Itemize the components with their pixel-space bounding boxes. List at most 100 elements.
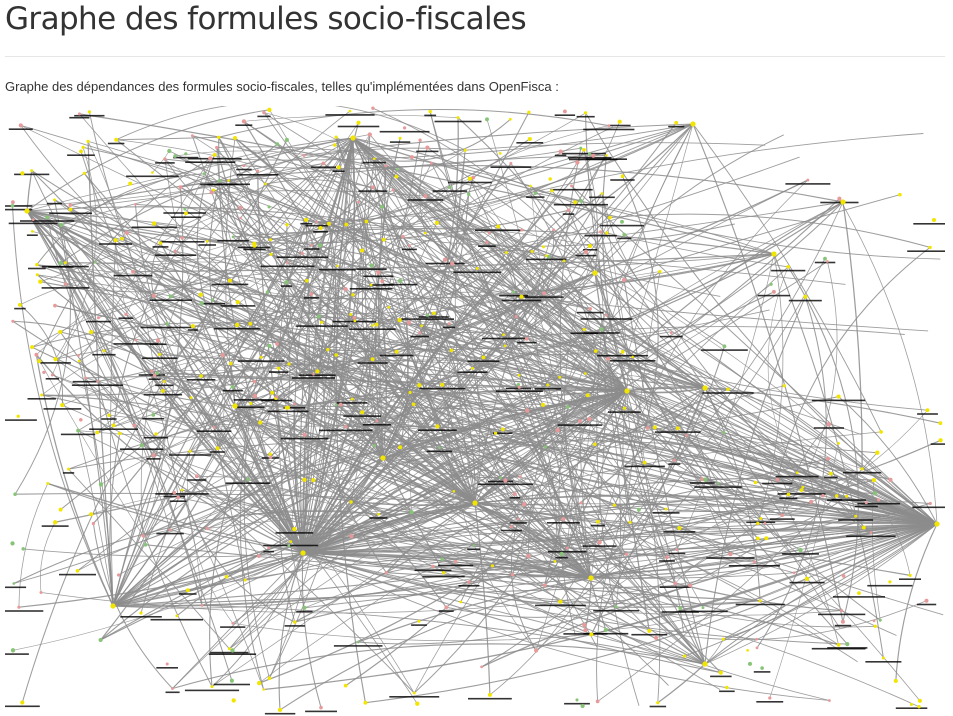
graph-node [42, 370, 46, 375]
node-label [562, 152, 606, 155]
node-label [210, 651, 249, 654]
graph-node [277, 707, 283, 713]
graph-node [837, 441, 840, 445]
node-label [846, 535, 896, 538]
graph-edge [100, 414, 438, 485]
graph-node [68, 203, 73, 207]
graph-node [141, 534, 145, 538]
graph-node [111, 423, 116, 428]
node-label [169, 454, 212, 456]
graph-edge [302, 550, 592, 579]
node-label [283, 407, 306, 409]
graph-edge [369, 134, 706, 389]
graph-node [285, 223, 289, 227]
node-label [62, 472, 75, 474]
node-label [71, 384, 124, 386]
node-label [757, 294, 791, 297]
node-label [126, 175, 179, 178]
graph-node [917, 698, 922, 703]
graph-node [658, 269, 662, 274]
graph-edge [125, 207, 241, 315]
graph-edge [571, 185, 802, 491]
graph-node [441, 571, 446, 575]
node-label [775, 475, 819, 478]
node-label [113, 343, 158, 345]
graph-edge [116, 136, 219, 141]
graph-node [857, 591, 861, 595]
node-label [200, 302, 225, 305]
graph-edge [605, 314, 881, 621]
graph-edge [270, 223, 337, 458]
node-label [155, 493, 209, 495]
graph-edge [500, 477, 600, 543]
graph-edge [399, 280, 409, 448]
node-label [86, 320, 111, 323]
graph-edge [474, 502, 938, 532]
graph-node [262, 688, 265, 691]
graph-node [452, 489, 456, 493]
node-label [276, 256, 329, 258]
graph-hub-node [934, 521, 940, 527]
node-label [362, 424, 391, 426]
node-label [654, 431, 701, 433]
node-label [899, 578, 921, 580]
graph-node [550, 189, 554, 193]
node-label [142, 417, 165, 420]
node-label [155, 162, 175, 164]
graph-node [888, 477, 893, 482]
graph-node [75, 568, 80, 573]
graph-edge [535, 123, 694, 651]
graph-edge [180, 177, 374, 188]
graph-edge [382, 234, 625, 459]
graph-node [188, 449, 192, 453]
graph-node [242, 164, 246, 168]
graph-node [612, 503, 616, 507]
graph-edge [626, 390, 938, 525]
graph-node [158, 352, 162, 356]
node-label [20, 220, 75, 222]
graph-node [132, 423, 137, 428]
node-label [458, 585, 480, 587]
graph-edge [234, 137, 438, 427]
graph-node [262, 110, 266, 115]
graph-node [81, 145, 85, 150]
graph-node [302, 432, 307, 437]
node-label [233, 399, 277, 401]
graph-edge [32, 219, 897, 636]
node-label [5, 208, 33, 211]
graph-edge [212, 122, 359, 301]
graph-edge [26, 210, 203, 606]
graph-node [579, 146, 583, 150]
graph-edge [686, 435, 891, 481]
graph-edge [225, 137, 236, 407]
graph-edge [52, 374, 721, 690]
graph-node [194, 474, 199, 479]
graph-edge [564, 217, 617, 608]
graph-node [701, 606, 705, 610]
graph-node [360, 410, 365, 415]
graph-node [320, 320, 324, 324]
graph-node [645, 426, 650, 430]
graph-edge [302, 523, 938, 554]
graph-edge [385, 502, 476, 574]
graph-node [168, 528, 172, 532]
graph-edge [55, 163, 324, 360]
graph-node [440, 382, 445, 387]
graph-node [485, 240, 489, 245]
graph-node [519, 294, 524, 299]
graph-edge [164, 158, 255, 245]
node-label [264, 712, 296, 715]
graph-node [209, 190, 214, 195]
graph-node [257, 680, 262, 686]
node-label [235, 124, 253, 126]
graph-node [391, 188, 395, 192]
graph-edge [202, 605, 706, 665]
graph-node [374, 322, 379, 327]
graph-node [409, 155, 414, 160]
node-label [210, 451, 225, 453]
node-label [432, 190, 468, 192]
graph-edge [31, 272, 401, 348]
node-label [930, 443, 945, 445]
node-label [617, 237, 632, 240]
node-label [257, 115, 271, 118]
